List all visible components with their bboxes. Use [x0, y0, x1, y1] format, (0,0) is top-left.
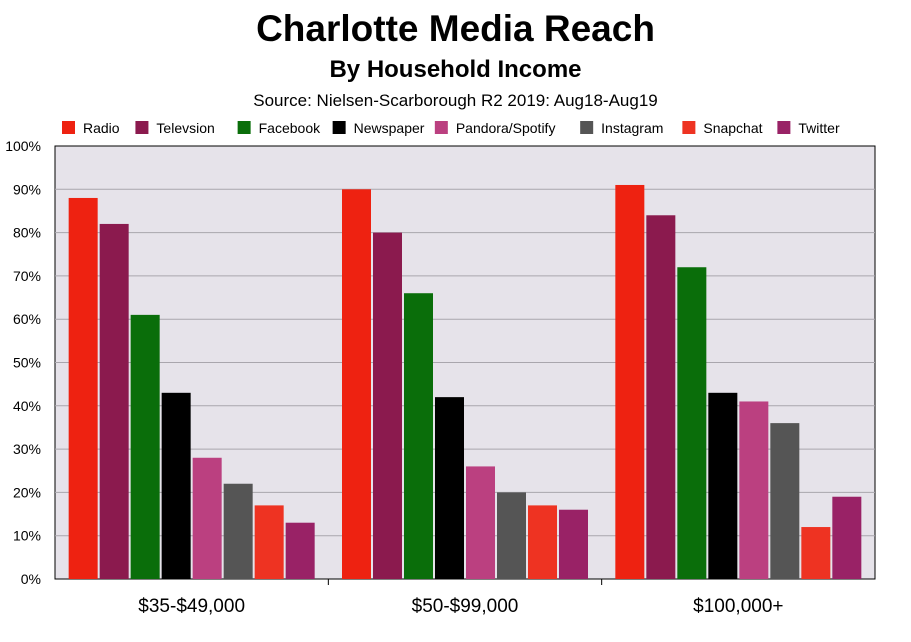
legend-label: Televsion: [156, 120, 214, 136]
y-tick-label: 10%: [13, 528, 41, 544]
y-tick-label: 50%: [13, 355, 41, 371]
bar: [130, 314, 160, 579]
y-tick-label: 30%: [13, 441, 41, 457]
legend-swatch: [237, 121, 251, 134]
y-tick-label: 90%: [13, 181, 41, 197]
bar: [435, 397, 464, 579]
y-tick-label: 40%: [13, 398, 41, 414]
bar: [342, 189, 371, 580]
bar: [832, 496, 862, 579]
legend-label: Pandora/Spotify: [456, 120, 556, 136]
bar: [559, 509, 588, 579]
bar: [466, 466, 495, 579]
legend-swatch: [62, 121, 75, 134]
legend-swatch: [777, 121, 791, 134]
bar: [68, 197, 98, 579]
legend-label: Radio: [83, 120, 120, 136]
bar: [99, 223, 129, 579]
x-axis: $35-$49,000 $50-$99,000 $100,000+: [138, 579, 784, 617]
bar: [161, 392, 191, 579]
bar: [254, 505, 284, 579]
bar: [615, 184, 645, 579]
chart-title: Charlotte Media Reach: [256, 8, 655, 49]
bar: [528, 505, 557, 579]
bar: [404, 293, 433, 579]
legend-swatch: [135, 121, 149, 134]
y-tick-label: 70%: [13, 268, 41, 284]
bar: [192, 457, 222, 579]
legend-swatch: [434, 121, 448, 134]
bar: [677, 267, 707, 579]
bar: [373, 232, 402, 579]
legend-label: Newspaper: [354, 120, 425, 136]
legend-swatch: [682, 121, 696, 134]
x-tick-label: $100,000+: [693, 596, 783, 617]
bar: [285, 522, 315, 579]
legend-label: Facebook: [259, 120, 321, 136]
y-axis: 0% 10% 20% 30% 40% 50% 60% 70% 80% 90% 100%: [5, 138, 41, 587]
legend-label: Instagram: [601, 120, 663, 136]
legend-label: Twitter: [798, 120, 840, 136]
y-tick-label: 60%: [13, 311, 41, 327]
bar: [708, 392, 738, 579]
y-tick-label: 20%: [13, 484, 41, 500]
bar: [223, 483, 253, 579]
legend-swatch: [580, 121, 594, 134]
bar: [801, 527, 831, 579]
bar: [770, 423, 800, 579]
legend: Radio Televsion Facebook Newspaper Pandora/S…: [62, 120, 840, 136]
bar: [646, 215, 676, 579]
legend-label: Snapchat: [703, 120, 762, 136]
bar: [739, 401, 769, 579]
y-tick-label: 100%: [5, 138, 41, 154]
y-tick-label: 80%: [13, 225, 41, 241]
chart-subtitle: By Household Income: [329, 56, 582, 83]
bars: [68, 184, 862, 580]
x-tick-label: $50-$99,000: [412, 596, 519, 617]
chart-source: Source: Nielsen-Scarborough R2 2019: Aug…: [253, 91, 658, 110]
x-tick-label: $35-$49,000: [138, 596, 245, 617]
bar: [497, 492, 526, 579]
gridlines: [55, 188, 875, 537]
y-tick-label: 0%: [21, 571, 41, 587]
legend-swatch: [332, 121, 346, 134]
